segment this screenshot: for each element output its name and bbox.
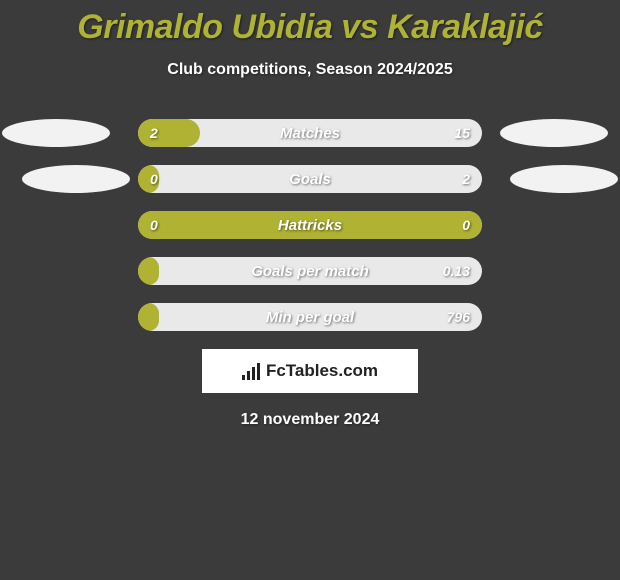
stat-label: Goals <box>138 165 482 193</box>
footer: FcTables.com 12 november 2024 <box>0 349 620 429</box>
stat-bar-fill <box>138 303 159 331</box>
player-right-marker <box>500 119 608 147</box>
page-subtitle: Club competitions, Season 2024/2025 <box>0 61 620 79</box>
stat-row: 00Hattricks <box>0 211 620 239</box>
stat-bar-fill <box>138 119 200 147</box>
stat-label: Goals per match <box>138 257 482 285</box>
fctables-logo: FcTables.com <box>202 349 418 393</box>
player-right-marker <box>510 165 618 193</box>
player-left-marker <box>2 119 110 147</box>
stat-value-right: 15 <box>442 119 482 147</box>
stat-bar: 02Goals <box>138 165 482 193</box>
stat-row: 796Min per goal <box>0 303 620 331</box>
stat-value-right: 796 <box>435 303 482 331</box>
stat-row: 215Matches <box>0 119 620 147</box>
stat-value-right: 0.13 <box>431 257 482 285</box>
stat-row: 02Goals <box>0 165 620 193</box>
player-left-marker <box>22 165 130 193</box>
logo-text: FcTables.com <box>266 361 378 381</box>
bar-chart-icon <box>242 362 260 380</box>
stat-value-right: 2 <box>450 165 482 193</box>
stat-bar: 0.13Goals per match <box>138 257 482 285</box>
stat-bar: 00Hattricks <box>138 211 482 239</box>
stat-bar: 796Min per goal <box>138 303 482 331</box>
stat-bar-fill <box>138 165 159 193</box>
comparison-chart: 215Matches 02Goals 00Hattricks 0.13Goals pe… <box>0 119 620 331</box>
date-text: 12 november 2024 <box>0 411 620 429</box>
stat-bar-fill <box>138 211 482 239</box>
page-title: Grimaldo Ubidia vs Karaklajić <box>0 0 620 47</box>
stat-row: 0.13Goals per match <box>0 257 620 285</box>
stat-label: Min per goal <box>138 303 482 331</box>
stat-bar: 215Matches <box>138 119 482 147</box>
stat-bar-fill <box>138 257 159 285</box>
